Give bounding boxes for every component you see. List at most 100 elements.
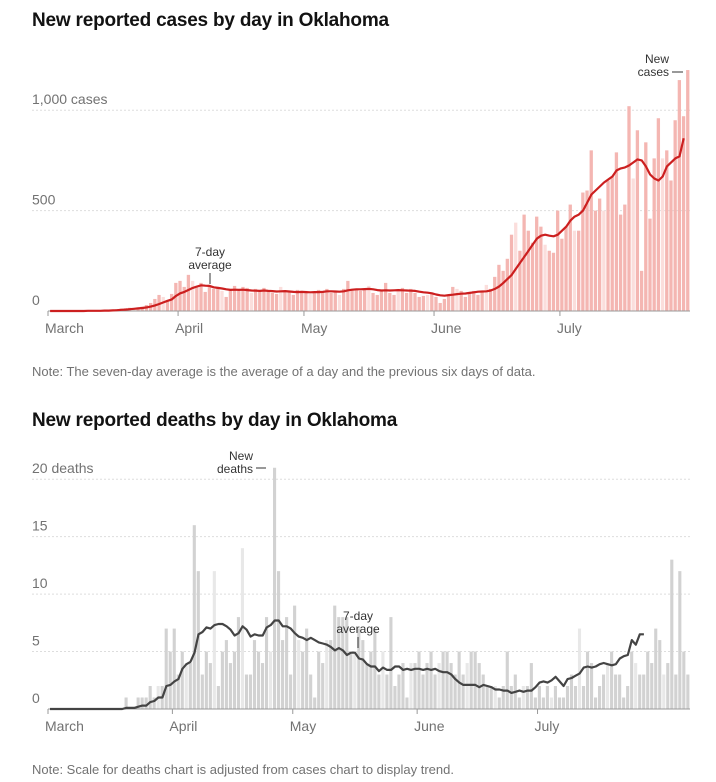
- bar: [472, 290, 476, 311]
- bar: [480, 290, 484, 311]
- bar: [136, 697, 140, 709]
- bar: [337, 294, 342, 311]
- bar: [497, 264, 501, 311]
- bar: [644, 142, 648, 311]
- bar: [573, 686, 578, 709]
- bar: [526, 230, 530, 311]
- bar: [594, 697, 598, 709]
- bar: [312, 291, 316, 311]
- seven-day-average-line: [50, 138, 685, 313]
- x-tick-label: April: [169, 718, 197, 734]
- bar: [354, 288, 358, 311]
- bar: [686, 70, 690, 311]
- bar: [476, 294, 480, 311]
- bar: [593, 210, 598, 311]
- bar: [253, 288, 258, 311]
- bar: [165, 299, 170, 311]
- bar: [190, 280, 195, 311]
- bar: [577, 628, 582, 709]
- bar: [509, 686, 513, 709]
- bar: [207, 284, 212, 311]
- bar: [564, 226, 568, 311]
- bar: [236, 617, 240, 709]
- bar: [357, 628, 361, 709]
- bar: [168, 651, 172, 709]
- bar: [469, 651, 473, 709]
- y-tick-label: 10: [32, 575, 48, 591]
- bar: [375, 294, 379, 311]
- bar: [650, 663, 654, 709]
- bar: [277, 571, 281, 709]
- bar: [433, 674, 437, 709]
- annotation-label: average: [336, 622, 380, 636]
- bar: [549, 697, 553, 709]
- y-tick-label: 5: [32, 633, 40, 649]
- bar: [180, 651, 184, 709]
- bar: [199, 282, 203, 311]
- bar: [560, 238, 564, 311]
- bar: [501, 686, 505, 709]
- bar: [244, 674, 249, 709]
- bar: [316, 289, 321, 311]
- bar: [572, 230, 577, 311]
- bar: [301, 651, 305, 709]
- bar: [287, 291, 291, 311]
- y-tick-label: 15: [32, 518, 48, 534]
- bar: [161, 296, 165, 311]
- bar: [393, 686, 397, 709]
- bar: [614, 152, 619, 311]
- bar: [293, 605, 297, 709]
- bar: [200, 674, 204, 709]
- bar: [208, 663, 212, 709]
- y-tick-label: 0: [32, 690, 40, 706]
- bar: [662, 674, 666, 709]
- bar: [677, 80, 682, 311]
- bar: [325, 288, 329, 311]
- bar: [421, 674, 425, 709]
- bar: [437, 663, 441, 709]
- bar: [365, 663, 369, 709]
- bar: [463, 296, 468, 311]
- bar: [493, 276, 497, 311]
- bar: [220, 651, 224, 709]
- bar: [635, 130, 640, 311]
- bar: [446, 294, 451, 311]
- bar: [228, 663, 232, 709]
- bar: [547, 250, 551, 311]
- bar: [497, 697, 501, 709]
- bar: [417, 296, 421, 311]
- bar: [581, 686, 586, 709]
- bar: [551, 252, 556, 311]
- bar: [373, 628, 377, 709]
- bar: [597, 198, 602, 311]
- bar: [545, 686, 549, 709]
- bar: [585, 190, 589, 311]
- bar: [140, 697, 144, 709]
- bar: [144, 697, 148, 709]
- bar: [505, 258, 509, 311]
- bar: [192, 525, 196, 709]
- bar: [241, 286, 245, 311]
- bar: [626, 686, 630, 709]
- x-tick-label: March: [45, 320, 84, 336]
- bar: [262, 287, 266, 311]
- bar: [413, 292, 417, 311]
- bar: [381, 651, 385, 709]
- bar: [289, 674, 293, 709]
- bar: [270, 292, 274, 311]
- bar: [565, 686, 570, 709]
- bar: [274, 293, 279, 311]
- deaths-chart: 0 5 10 15 20 deaths March April May June July Newd…: [32, 449, 690, 734]
- x-tick-label: July: [557, 320, 582, 336]
- bar: [525, 686, 529, 709]
- bar: [283, 290, 287, 311]
- bar: [485, 686, 489, 709]
- bar: [505, 651, 509, 709]
- bar: [614, 674, 618, 709]
- bar: [509, 234, 514, 311]
- bar: [211, 288, 216, 311]
- bar: [291, 294, 295, 311]
- bar: [537, 686, 541, 709]
- bar: [610, 651, 614, 709]
- bar: [634, 663, 638, 709]
